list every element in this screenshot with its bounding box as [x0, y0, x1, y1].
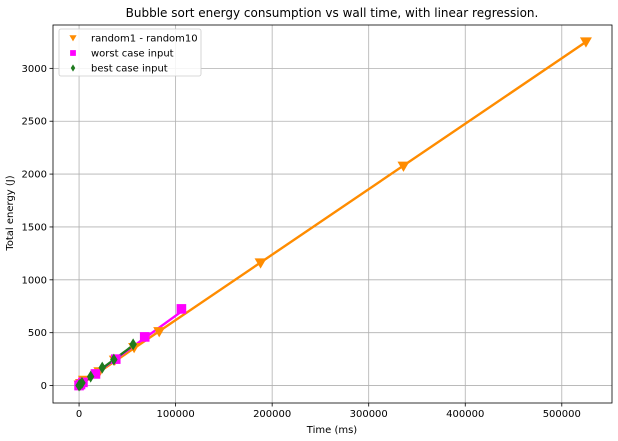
- data-point: [129, 338, 137, 351]
- data-point: [98, 361, 106, 374]
- data-point: [78, 376, 86, 389]
- regression-line: [78, 344, 134, 387]
- y-tick-label: 3000: [22, 64, 47, 75]
- legend: random1 - random10 worst case input best c…: [58, 28, 202, 77]
- data-point: [254, 258, 267, 269]
- data-point: [397, 161, 410, 172]
- grid-lines: [53, 25, 612, 403]
- x-tick-label: 300000: [350, 409, 388, 420]
- x-tick-label: 400000: [446, 409, 484, 420]
- regression-lines: [78, 40, 587, 387]
- legend-marker: [69, 35, 77, 42]
- legend-marker: [70, 64, 76, 72]
- x-tick-label: 200000: [253, 409, 291, 420]
- x-axis-label: Time (ms): [306, 425, 358, 436]
- data-point: [110, 353, 118, 366]
- x-tick-label: 500000: [543, 409, 581, 420]
- data-point: [86, 370, 95, 383]
- x-tick-label: 100000: [157, 409, 195, 420]
- data-point: [579, 37, 592, 48]
- data-points: [73, 37, 592, 392]
- plot-frame: [52, 24, 613, 404]
- data-point: [90, 369, 101, 379]
- y-axis-ticks: 0 500 1000 1500 2000 2500 3000: [22, 64, 53, 392]
- data-point: [139, 332, 150, 342]
- x-tick-label: 0: [76, 409, 82, 420]
- y-axis-label: Total energy (J): [5, 175, 16, 251]
- legend-label: worst case input: [91, 49, 174, 60]
- legend-label: best case input: [91, 64, 168, 75]
- data-point: [176, 304, 187, 314]
- y-tick-label: 0: [41, 381, 47, 392]
- y-tick-label: 1500: [22, 222, 47, 233]
- y-tick-label: 2000: [22, 170, 47, 181]
- y-tick-label: 1000: [22, 275, 47, 286]
- y-tick-label: 2500: [22, 117, 47, 128]
- x-axis-ticks: 0 100000 200000 300000 400000 500000: [76, 403, 581, 420]
- regression-line: [78, 40, 587, 387]
- y-tick-label: 500: [28, 328, 47, 339]
- legend-label: random1 - random10: [91, 34, 198, 45]
- legend-marker: [70, 50, 76, 56]
- chart-title: Bubble sort energy consumption vs wall t…: [126, 6, 539, 20]
- legend-box: [58, 28, 202, 77]
- data-point: [153, 327, 166, 338]
